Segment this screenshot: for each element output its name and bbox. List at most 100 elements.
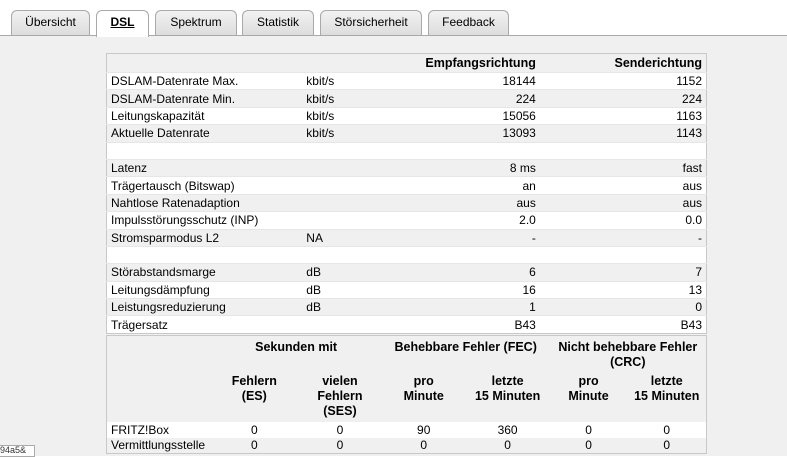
cell-ses: 0 bbox=[336, 438, 344, 453]
cell-label: Nahtlose Ratenadaption bbox=[106, 193, 303, 212]
cell-empfang: 224 bbox=[392, 89, 540, 108]
cell-es: 0 bbox=[250, 422, 258, 437]
cell-empfang: 15056 bbox=[392, 106, 540, 125]
header-fec-pro-minute: pro Minute bbox=[403, 373, 444, 403]
cell-label: Leitungskapazität bbox=[106, 106, 303, 125]
cell-sende: aus bbox=[539, 193, 707, 212]
tab-stoersicherheit[interactable]: Störsicherheit bbox=[320, 10, 422, 36]
cell-label: Stromsparmodus L2 bbox=[106, 228, 303, 247]
cell-sende: 1143 bbox=[539, 124, 707, 143]
tab-statistik[interactable]: Statistik bbox=[242, 10, 314, 36]
cell-label: Trägersatz bbox=[106, 315, 303, 334]
cell-empfang: - bbox=[392, 228, 540, 247]
cell-label: Aktuelle Datenrate bbox=[106, 124, 303, 143]
table-header-row: Empfangsrichtung Senderichtung bbox=[107, 54, 707, 73]
table-row bbox=[106, 245, 707, 264]
cell-label bbox=[106, 141, 303, 160]
cell-empfang: 8 ms bbox=[392, 158, 540, 177]
cell-label: Leistungsreduzierung bbox=[106, 298, 303, 316]
cell-fec_min: 90 bbox=[417, 422, 431, 437]
cell-empfang: B43 bbox=[392, 315, 540, 334]
cell-label: Störabstandsmarge bbox=[106, 263, 303, 282]
sub-header-row: Fehlern (ES) vielen Fehlern (SES) pro Minute… bbox=[107, 374, 707, 422]
tab-spektrum[interactable]: Spektrum bbox=[155, 10, 237, 36]
cell-unit: kbit/s bbox=[302, 124, 392, 143]
cell-sende: B43 bbox=[539, 315, 707, 334]
cell-label: Leitungsdämpfung bbox=[106, 280, 303, 299]
cell-ses: 0 bbox=[336, 422, 344, 437]
header-crc-letzte-15: letzte 15 Minuten bbox=[634, 373, 700, 403]
cell-empfang: 2.0 bbox=[392, 211, 540, 230]
cell-label: Impulsstörungsschutz (INP) bbox=[106, 211, 303, 230]
cell-empfang: 13093 bbox=[392, 124, 540, 143]
cell-sende: 224 bbox=[539, 89, 707, 108]
cell-crc_15: 0 bbox=[663, 438, 671, 453]
cell-unit: kbit/s bbox=[302, 71, 392, 90]
cell-sende bbox=[539, 141, 707, 160]
cell-sende: 0.0 bbox=[539, 211, 707, 230]
cell-label bbox=[106, 245, 303, 264]
table-row bbox=[106, 141, 707, 160]
table-row: Trägertausch (Bitswap) an aus bbox=[106, 176, 707, 195]
cell-empfang: aus bbox=[392, 193, 540, 212]
tab-bar: Übersicht DSL Spektrum Statistik Störsic… bbox=[0, 0, 787, 37]
cell-sende: 1152 bbox=[539, 71, 707, 90]
cell-empfang: 18144 bbox=[392, 71, 540, 90]
cell-empfang: 1 bbox=[392, 298, 540, 316]
tab-dsl[interactable]: DSL bbox=[96, 10, 149, 37]
cell-sende: 1163 bbox=[539, 106, 707, 125]
table-row: Störabstandsmarge dB 6 7 bbox=[106, 263, 707, 282]
table-row: Aktuelle Datenrate kbit/s 13093 1143 bbox=[106, 124, 707, 143]
overlay-fragment: 94a5& bbox=[0, 445, 35, 457]
tab-feedback[interactable]: Feedback bbox=[428, 10, 509, 36]
table-row: Leitungskapazität kbit/s 15056 1163 bbox=[106, 106, 707, 125]
cell-empfang bbox=[392, 141, 540, 160]
table-row: Leistungsreduzierung dB 1 0 bbox=[106, 298, 707, 316]
cell-unit bbox=[302, 158, 392, 177]
cell-crc_min: 0 bbox=[585, 438, 592, 453]
cell-empfang bbox=[392, 245, 540, 264]
tab-uebersicht[interactable]: Übersicht bbox=[11, 10, 90, 36]
table-row: Stromsparmodus L2 NA - - bbox=[106, 228, 707, 247]
header-crc: Nicht behebbare Fehler (CRC) bbox=[558, 340, 698, 369]
header-senderichtung: Senderichtung bbox=[614, 56, 702, 70]
cell-unit bbox=[302, 245, 392, 264]
cell-unit: dB bbox=[302, 298, 392, 316]
header-fec: Behebbare Fehler (FEC) bbox=[394, 340, 537, 354]
cell-fec_min: 0 bbox=[420, 438, 428, 453]
table-row: FRITZ!Box 0 0 90 360 0 0 bbox=[106, 421, 707, 438]
table-row: Vermittlungsstelle 0 0 0 0 0 0 bbox=[106, 437, 707, 454]
cell-sende: 0 bbox=[539, 298, 707, 316]
cell-label: DSLAM-Datenrate Min. bbox=[106, 89, 303, 108]
header-empfangsrichtung: Empfangsrichtung bbox=[425, 56, 536, 70]
cell-label: FRITZ!Box bbox=[111, 422, 170, 437]
cell-unit: kbit/s bbox=[302, 89, 392, 108]
cell-sende: aus bbox=[539, 176, 707, 195]
header-sekunden-mit: Sekunden mit bbox=[255, 340, 338, 354]
cell-unit: NA bbox=[302, 228, 392, 247]
cell-label: Latenz bbox=[106, 158, 303, 177]
table-row: DSLAM-Datenrate Min. kbit/s 224 224 bbox=[106, 89, 707, 108]
cell-sende bbox=[539, 245, 707, 264]
cell-unit bbox=[302, 141, 392, 160]
cell-crc_15: 0 bbox=[663, 422, 671, 437]
cell-unit bbox=[302, 315, 392, 334]
cell-unit: dB bbox=[302, 263, 392, 282]
cell-unit: kbit/s bbox=[302, 106, 392, 125]
cell-label: Trägertausch (Bitswap) bbox=[106, 176, 303, 195]
cell-empfang: an bbox=[392, 176, 540, 195]
table-row: Latenz 8 ms fast bbox=[106, 158, 707, 177]
cell-empfang: 16 bbox=[392, 280, 540, 299]
error-statistics-table: Sekunden mit Behebbare Fehler (FEC) Nich… bbox=[106, 335, 707, 454]
content-area: Empfangsrichtung Senderichtung DSLAM-Dat… bbox=[0, 35, 787, 456]
dsl-info-table: Empfangsrichtung Senderichtung DSLAM-Dat… bbox=[106, 53, 707, 334]
cell-fec_15: 360 bbox=[497, 422, 518, 437]
table-row: Trägersatz B43 B43 bbox=[106, 315, 707, 334]
cell-unit bbox=[302, 193, 392, 212]
header-es: Fehlern (ES) bbox=[231, 373, 277, 403]
cell-empfang: 6 bbox=[392, 263, 540, 282]
table-row: Impulsstörungsschutz (INP) 2.0 0.0 bbox=[106, 211, 707, 230]
group-header-row: Sekunden mit Behebbare Fehler (FEC) Nich… bbox=[107, 336, 707, 374]
header-ses: vielen Fehlern (SES) bbox=[317, 373, 363, 418]
cell-es: 0 bbox=[250, 438, 258, 453]
